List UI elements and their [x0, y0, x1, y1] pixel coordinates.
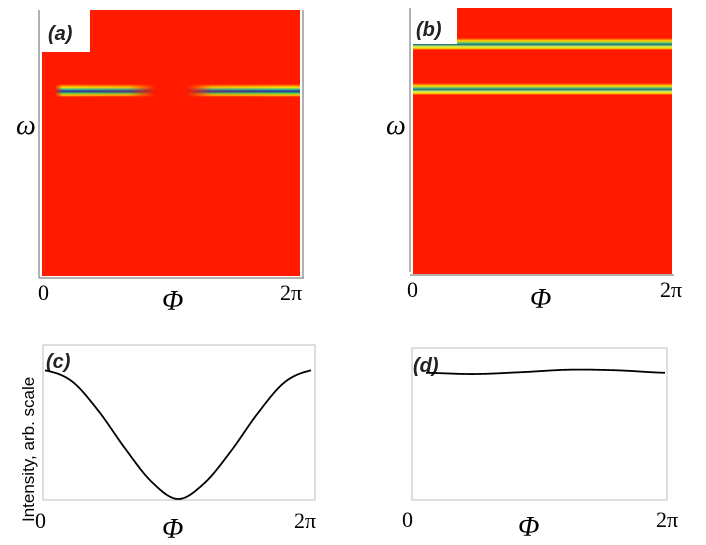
panel-d-frame	[411, 347, 668, 501]
panel-b-heatmap-background	[413, 8, 672, 274]
panel-d-x-tick-2pi: 2π	[656, 507, 678, 532]
panel-c-xlabel: Φ	[162, 514, 183, 545]
panel-a-label: (a)	[48, 23, 73, 45]
panel-d-curve	[425, 368, 666, 375]
panel-c-frame	[42, 344, 316, 501]
panel-a-band	[42, 84, 300, 97]
panel-a-xlabel: Φ	[162, 286, 183, 317]
panel-c-ylabel: Intensity, arb. scale	[19, 377, 38, 522]
panel-b-label: (b)	[416, 19, 442, 41]
panel-d-x-tick-0: 0	[402, 507, 413, 532]
panel-d-xlabel: Φ	[518, 512, 539, 543]
panel-c-curve	[44, 369, 312, 500]
panel-d: (d) 0 2π Φ	[402, 347, 678, 543]
panel-a-label-box	[42, 10, 90, 52]
panel-c-label: (c)	[46, 351, 71, 373]
panel-c: (c) 0 2π Φ Intensity, arb. scale	[19, 344, 316, 545]
panel-b-xlabel: Φ	[530, 284, 551, 315]
panel-a-heatmap-background	[42, 10, 300, 276]
panel-a: (a) 0 2π Φ ω	[16, 10, 304, 317]
panel-b-band-upper	[413, 38, 672, 50]
panel-a-ylabel: ω	[16, 110, 36, 141]
panel-b-ylabel: ω	[386, 110, 406, 141]
panel-c-x-tick-2pi: 2π	[294, 508, 316, 533]
panel-a-x-tick-2pi: 2π	[280, 280, 302, 305]
panel-b-band-lower	[413, 83, 672, 95]
panel-b: (b) 0 2π Φ ω	[386, 8, 682, 315]
panel-b-label-box	[413, 8, 457, 44]
panel-c-x-tick-0: 0	[35, 508, 46, 533]
panel-d-label: (d)	[413, 355, 439, 377]
panel-b-x-tick-0: 0	[407, 277, 418, 302]
panel-a-x-tick-0: 0	[38, 280, 49, 305]
panel-b-x-tick-2pi: 2π	[660, 277, 682, 302]
